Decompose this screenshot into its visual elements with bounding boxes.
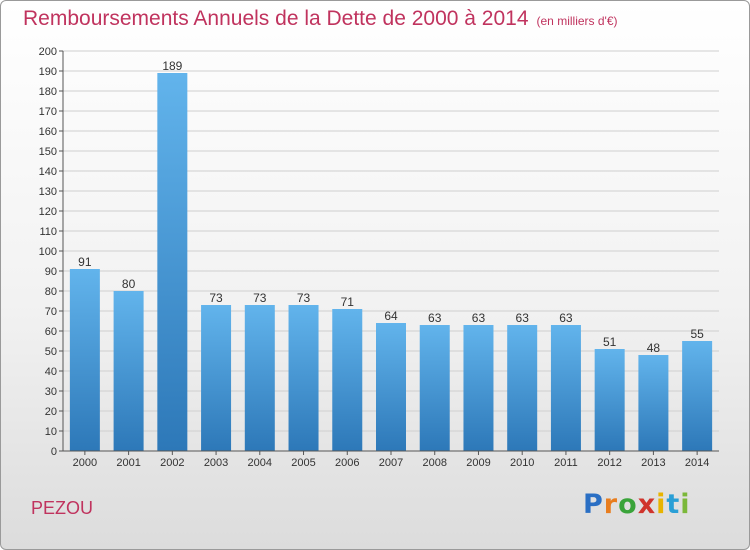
y-tick-label: 140 (39, 166, 57, 178)
y-tick-label: 10 (45, 426, 57, 438)
y-tick-label: 20 (45, 406, 57, 418)
bar-2014 (682, 341, 713, 451)
y-tick-label: 120 (39, 206, 57, 218)
bar-2010 (507, 325, 538, 451)
y-tick-label: 100 (39, 246, 57, 258)
proxiti-logo: Proxiti (583, 489, 691, 520)
y-tick-label: 80 (45, 286, 57, 298)
y-tick-label: 110 (39, 226, 57, 238)
logo-letter: i (680, 489, 691, 520)
y-tick-label: 180 (39, 86, 57, 98)
logo-letter: t (666, 489, 681, 520)
bar-2012 (594, 349, 625, 451)
bar-2009 (463, 325, 494, 451)
bar-2013 (638, 355, 669, 451)
y-tick-label: 50 (45, 346, 57, 358)
value-label: 51 (603, 335, 617, 349)
value-label: 91 (78, 255, 92, 269)
logo-letter: o (618, 489, 638, 520)
value-label: 73 (253, 291, 267, 305)
bar-2008 (419, 325, 450, 451)
y-tick-label: 160 (39, 126, 57, 138)
y-tick-label: 60 (45, 326, 57, 338)
x-tick-label: 2010 (510, 457, 534, 469)
x-tick-label: 2007 (379, 457, 403, 469)
y-tick-label: 130 (39, 186, 57, 198)
y-tick-label: 190 (39, 66, 57, 78)
bar-2006 (332, 309, 363, 451)
value-label: 71 (341, 295, 355, 309)
y-tick-label: 200 (39, 46, 57, 58)
x-tick-label: 2014 (685, 457, 709, 469)
x-tick-label: 2013 (641, 457, 665, 469)
x-tick-label: 2004 (248, 457, 272, 469)
value-label: 73 (209, 291, 223, 305)
x-tick-label: 2006 (335, 457, 359, 469)
logo-letter: i (656, 489, 667, 520)
x-tick-label: 2012 (597, 457, 621, 469)
chart-title: Remboursements Annuels de la Dette de 20… (23, 7, 618, 31)
commune-name: PEZOU (31, 498, 94, 518)
value-label: 63 (428, 311, 442, 325)
y-tick-label: 170 (39, 106, 57, 118)
value-label: 55 (690, 327, 704, 341)
y-tick-label: 90 (45, 266, 57, 278)
x-tick-label: 2000 (73, 457, 97, 469)
value-label: 64 (384, 309, 398, 323)
value-label: 63 (559, 311, 573, 325)
y-tick-label: 150 (39, 146, 57, 158)
bar-2011 (550, 325, 581, 451)
bar-2005 (288, 305, 319, 451)
x-tick-label: 2002 (160, 457, 184, 469)
y-tick-label: 0 (51, 446, 57, 458)
logo-letter: x (637, 489, 657, 520)
logo-letter: P (583, 489, 604, 520)
y-tick-label: 70 (45, 306, 57, 318)
value-label: 48 (647, 341, 661, 355)
x-tick-label: 2003 (204, 457, 228, 469)
value-label: 189 (162, 59, 182, 73)
bar-2004 (244, 305, 275, 451)
axes: 0 10 20 30 40 50 60 70 80 90 100 110 120 130 140 150 160… (39, 46, 719, 469)
x-tick-label: 2011 (554, 457, 578, 469)
x-tick-label: 2005 (291, 457, 315, 469)
x-tick-label: 2008 (422, 457, 446, 469)
bar-2003 (201, 305, 232, 451)
bar-2001 (113, 291, 144, 451)
value-label: 73 (297, 291, 311, 305)
value-label: 80 (122, 277, 136, 291)
value-label: 63 (516, 311, 530, 325)
x-tick-label: 2009 (466, 457, 490, 469)
bar-2000 (69, 269, 100, 451)
y-tick-label: 40 (45, 366, 57, 378)
chart-unit: (en milliers d'€) (536, 14, 618, 28)
y-tick-label: 30 (45, 386, 57, 398)
logo-letter: r (603, 489, 619, 520)
chart-title-text: Remboursements Annuels de la Dette de 20… (23, 7, 529, 30)
x-tick-label: 2001 (116, 457, 140, 469)
bar-2007 (376, 323, 406, 451)
bars: 91 80 189 73 73 73 71 64 63 63 63 63 51 48 55 (69, 59, 713, 451)
bar-2002 (157, 73, 188, 451)
value-label: 63 (472, 311, 486, 325)
